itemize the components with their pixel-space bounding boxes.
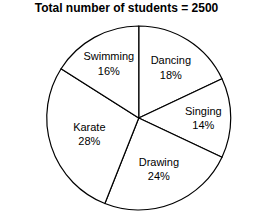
svg-text:Drawing24%: Drawing24% xyxy=(139,156,179,182)
svg-text:Total number of students = 250: Total number of students = 2500 xyxy=(35,1,219,15)
svg-text:Karate28%: Karate28% xyxy=(73,121,105,147)
svg-text:Singing14%: Singing14% xyxy=(185,105,222,131)
svg-text:Swimming16%: Swimming16% xyxy=(83,50,134,76)
svg-text:Dancing18%: Dancing18% xyxy=(151,54,191,80)
